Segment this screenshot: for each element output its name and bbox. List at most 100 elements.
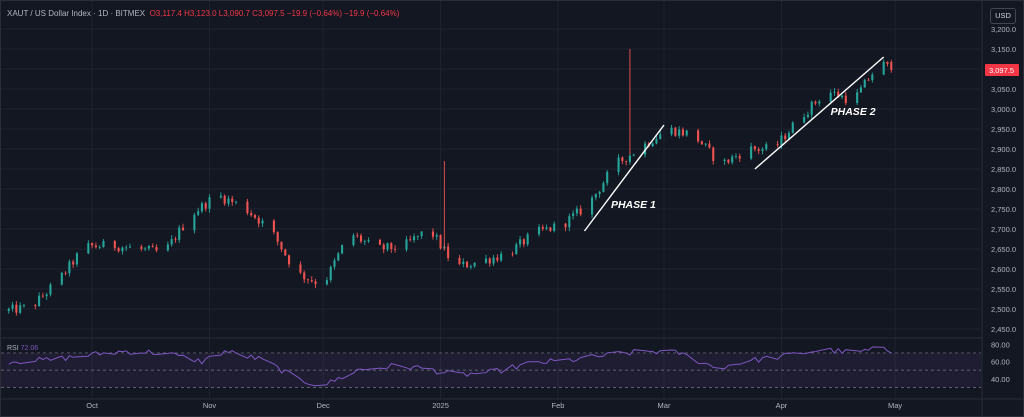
candle [553,221,556,233]
rsi-band [1,352,981,388]
candle-body [553,223,556,231]
candle [856,88,859,106]
candle-body [197,211,200,215]
candle [45,292,48,300]
candle [341,244,344,255]
price-tick-label: 2,450.0 [991,325,1016,334]
candle [606,170,609,186]
candle [257,215,260,228]
time-tick-label: Feb [551,401,564,410]
candle [814,100,817,106]
candle-body [359,235,363,242]
candle-body [75,253,79,265]
candle [147,244,150,251]
candle-body [602,183,605,192]
candle [72,259,75,268]
candle [511,251,514,257]
trendline-1 [583,124,665,232]
candle [11,301,14,312]
candle-body [227,198,230,204]
candle [840,94,844,100]
candle [564,222,567,232]
candle [867,78,870,81]
candle-body [734,156,738,157]
candle [420,231,423,239]
candle-body [787,132,791,140]
candle-body [466,261,469,268]
candle [208,194,211,213]
candle-body [541,226,544,229]
candle [19,302,22,315]
candle-body [484,258,488,263]
candle-body [617,157,620,173]
candle-body [284,249,287,256]
candle [575,205,578,217]
candle-body [140,246,143,250]
candle-body [500,253,503,261]
candle [102,239,105,248]
candle [761,147,764,155]
candle-body [363,241,366,243]
price-tick-label: 3,150.0 [991,45,1016,54]
candle [681,127,684,137]
time-axis: Oct Nov Dec 2025 Feb Mar Apr May [86,401,902,410]
candle-body [390,243,393,250]
candle [590,195,594,219]
candle [178,225,181,243]
candle-body [723,159,726,161]
candle [803,113,806,124]
candle-body [117,248,120,252]
candle [625,160,628,166]
candle [333,258,336,270]
rsi-label: RSI [7,345,19,352]
candle-body [329,266,332,281]
candle-body [409,239,412,241]
symbol-title[interactable]: XAUT / US Dollar Index · 1D · BITMEX [7,9,146,18]
candle-body [697,130,700,142]
rsi-tick-label: 80.00 [991,340,1010,349]
candle-body [439,235,442,249]
candle-body [863,79,866,88]
candle-body [11,304,14,309]
candle [818,99,821,107]
candle-body [341,245,344,254]
candle [246,198,249,216]
candle-body [678,129,681,136]
candle [447,242,450,262]
rsi-legend[interactable]: RSI 72.06 [7,345,38,352]
time-tick-label: Oct [86,401,99,410]
candle-body [386,243,389,250]
candle [572,210,575,220]
candle [712,146,715,165]
phase-1-label: PHASE 1 [611,199,656,211]
candle-body [856,92,859,104]
candle [765,142,768,151]
candle [859,84,863,93]
candle-body [833,91,836,93]
candle-body [814,101,817,104]
price-tick-label: 2,700.0 [991,225,1016,234]
candle [170,235,173,247]
candle [621,156,624,165]
candle [140,244,143,252]
candle-body [412,236,416,241]
candle-body [765,144,768,150]
candle-body [818,101,821,104]
candle-body [310,280,313,282]
candle-body [515,244,518,255]
candle-body [234,201,238,203]
candle [94,242,97,249]
grid-lines [1,1,981,399]
candle [125,245,128,252]
candle [359,233,363,244]
candle [753,145,756,152]
trendline-2 [754,56,885,170]
candle [151,243,154,248]
candle-body [780,135,783,146]
candle-body [829,92,832,102]
candle-body [170,239,173,245]
currency-button[interactable]: USD [990,8,1016,24]
candle-body [435,235,438,237]
candle-body [60,272,63,285]
